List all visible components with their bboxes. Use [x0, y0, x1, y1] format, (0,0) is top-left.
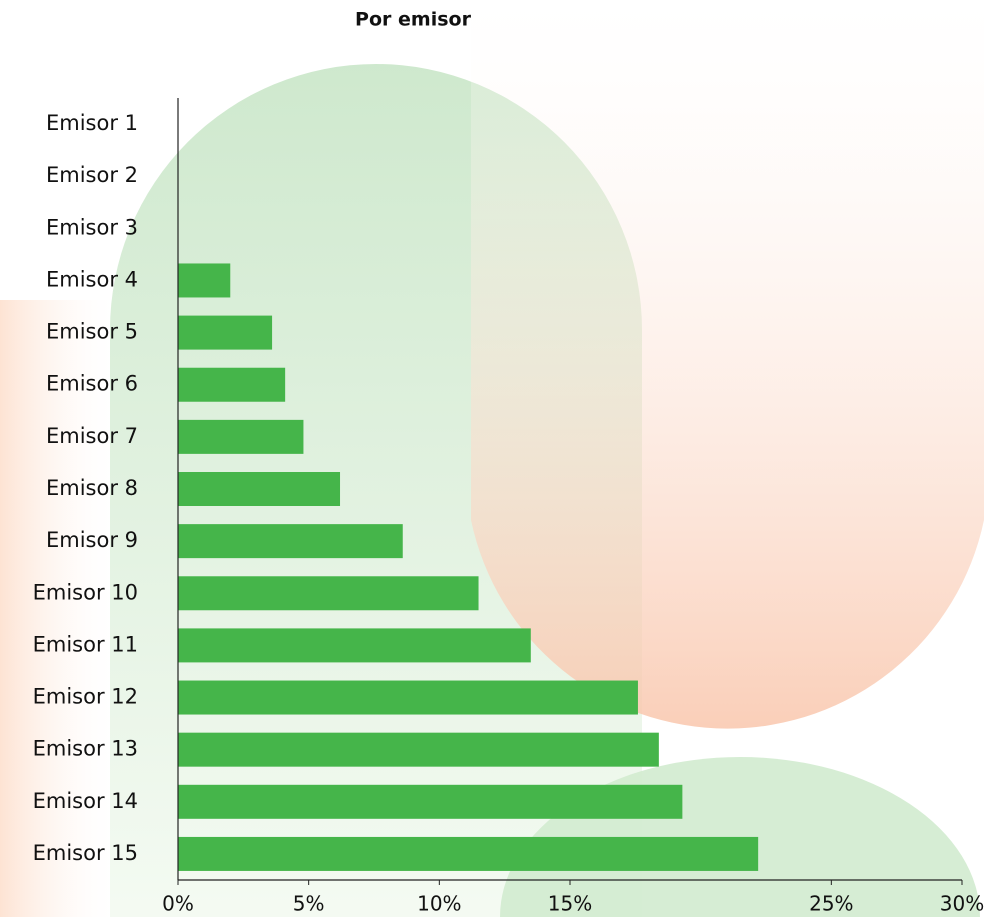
bar [178, 628, 531, 662]
x-tick-label: 10% [417, 892, 461, 916]
bar [178, 733, 659, 767]
y-tick-label: Emisor 2 [46, 163, 138, 187]
y-tick-label: Emisor 9 [46, 528, 138, 552]
bar [178, 681, 638, 715]
y-tick-label: Emisor 1 [46, 111, 138, 135]
y-tick-label: Emisor 5 [46, 320, 138, 344]
y-tick-label: Emisor 13 [33, 737, 138, 761]
bar [178, 316, 272, 350]
y-tick-label: Emisor 11 [33, 632, 138, 656]
bar [178, 785, 682, 819]
y-tick-label: Emisor 6 [46, 372, 138, 396]
y-tick-label: Emisor 3 [46, 215, 138, 239]
chart-title: Por emisor [355, 9, 472, 31]
chart: Por emisor Emisor 1 Emisor 2 Emisor 3 Emiso… [0, 0, 984, 917]
y-tick-label: Emisor 14 [33, 789, 138, 813]
bar [178, 420, 303, 454]
bar [178, 524, 403, 558]
y-tick-label: Emisor 8 [46, 476, 138, 500]
x-tick-label: 0% [162, 892, 194, 916]
y-tick-label: Emisor 7 [46, 424, 138, 448]
y-tick-label: Emisor 15 [33, 841, 138, 865]
x-tick-label: 5% [293, 892, 325, 916]
bar [178, 263, 230, 297]
background-decor [0, 0, 984, 917]
x-tick-label: 25% [809, 892, 853, 916]
y-tick-label: Emisor 12 [33, 685, 138, 709]
y-tick-label: Emisor 4 [46, 267, 138, 291]
x-tick-label: 30% [940, 892, 984, 916]
bar [178, 576, 479, 610]
y-tick-label: Emisor 10 [33, 580, 138, 604]
bar [178, 368, 285, 402]
bar [178, 472, 340, 506]
bar [178, 837, 758, 871]
x-tick-label: 15% [548, 892, 592, 916]
